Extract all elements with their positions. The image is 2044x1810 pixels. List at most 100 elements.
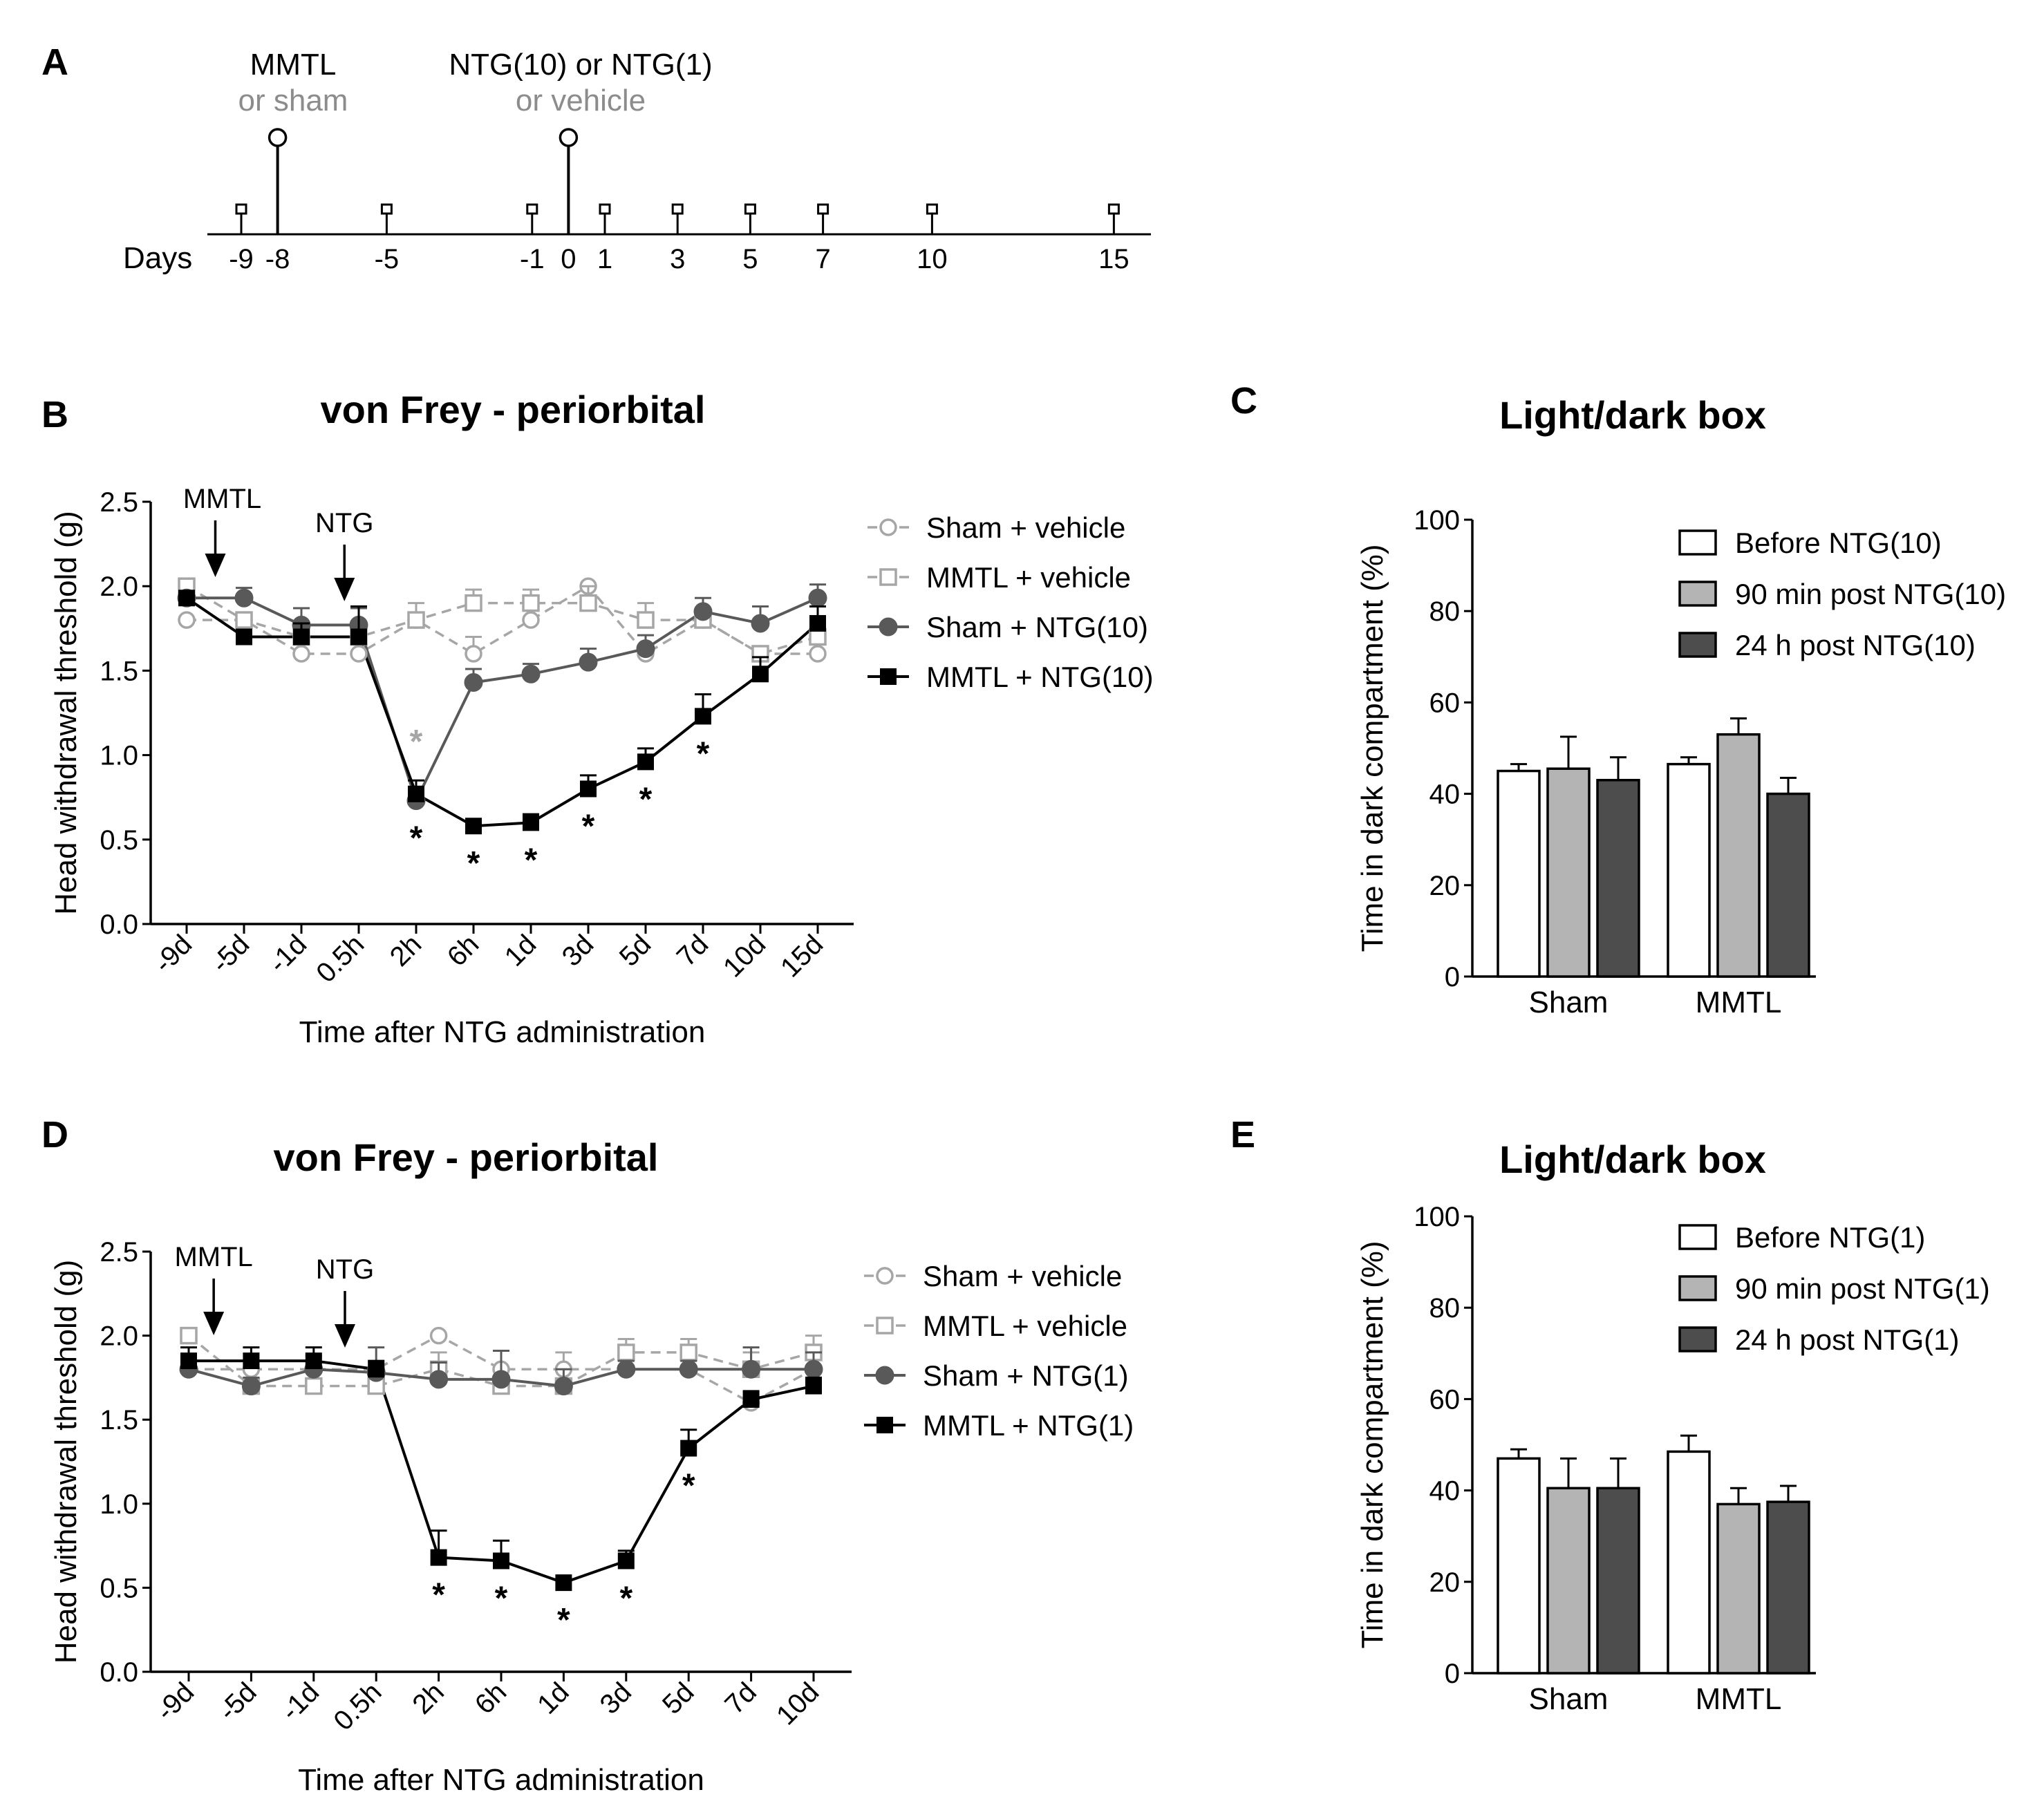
- point-sham-ntg: [742, 1359, 761, 1379]
- y-axis-label: Head withdrawal threshold (g): [49, 1260, 83, 1664]
- point-mmtl-vehicle: [235, 611, 253, 629]
- chart-d-von-frey-ntg1: von Frey - periorbital 0.0 0.5 1.0 1.5 2.0 2.5…: [49, 1135, 1134, 1797]
- series-line-mmtl-ntg: [185, 596, 819, 828]
- timeline-test-marker: [671, 203, 684, 215]
- point-mmtl-ntg: [580, 780, 597, 798]
- series-line-mmtl-vehicle: [186, 585, 818, 655]
- annotation-label: MMTL: [174, 1242, 252, 1272]
- y-tick-label: 0.5: [100, 825, 138, 856]
- panel-label-c: C: [1230, 380, 1257, 422]
- timeline-day-label: -1: [520, 244, 545, 274]
- legend-swatch: [1678, 1275, 1717, 1301]
- timeline-event1-line2: or sham: [238, 84, 348, 117]
- point-mmtl-ntg: [805, 1377, 822, 1395]
- x-tick-label: 7d: [719, 1677, 762, 1720]
- y-tick-label: 80: [1429, 596, 1461, 627]
- point-mmtl-ntg: [408, 785, 424, 802]
- panel-label-a: A: [41, 41, 68, 83]
- x-tick-label: -9d: [150, 1677, 200, 1726]
- x-tick-label: 6h: [469, 1677, 513, 1720]
- x-tick-label: -1d: [263, 929, 312, 979]
- x-axis-label: Time after NTG administration: [298, 1763, 704, 1797]
- chart-e-light-dark-ntg1: Light/dark box 0 20 40 60 80 100 Time in dark c…: [1356, 1138, 1990, 1716]
- significance-star: *: [557, 1602, 570, 1639]
- legend-label: 24 h post NTG(10): [1735, 629, 1976, 661]
- y-tick-label: 1.0: [100, 741, 138, 771]
- chart-title: von Frey - periorbital: [321, 388, 706, 431]
- point-sham-vehicle: [879, 518, 897, 536]
- legend-label: Before NTG(10): [1735, 527, 1942, 559]
- bar-bar-before: [1667, 1450, 1711, 1675]
- point-sham-vehicle: [876, 1267, 894, 1285]
- significance-star: *: [525, 842, 538, 878]
- y-tick-label: 1.0: [100, 1489, 138, 1520]
- annotation-label: MMTL: [183, 484, 261, 514]
- annotation-label: NTG: [315, 508, 373, 538]
- x-tick-label: 2h: [406, 1677, 450, 1720]
- panel-label-b: B: [41, 394, 68, 435]
- point-mmtl-ntg: [350, 628, 367, 645]
- panel-label-e: E: [1230, 1114, 1255, 1156]
- x-tick-label: 6h: [442, 929, 485, 972]
- timeline-test-marker: [380, 203, 393, 215]
- point-sham-vehicle: [522, 611, 540, 629]
- point-sham-ntg: [751, 614, 770, 633]
- y-tick-label: 0: [1445, 1659, 1460, 1689]
- point-sham-ntg: [491, 1370, 511, 1389]
- timeline-day-label: -8: [265, 244, 290, 274]
- panel-label-d: D: [41, 1114, 68, 1156]
- timeline-day-label: 1: [597, 244, 612, 274]
- x-tick-label: 3d: [556, 929, 600, 972]
- legend-swatch: [1678, 581, 1717, 607]
- significance-star: *: [495, 1580, 508, 1616]
- point-mmtl-ntg: [742, 1391, 760, 1408]
- annotation-arrow-head: [334, 578, 355, 601]
- bar-bar-24h: [1766, 792, 1810, 978]
- x-tick-label: 3d: [594, 1677, 638, 1720]
- timeline-event2-line1: NTG(10) or NTG(1): [449, 48, 712, 82]
- legend-label: Sham + vehicle: [923, 1260, 1122, 1292]
- annotation-arrow-head: [335, 1324, 355, 1348]
- point-sham-ntg: [808, 588, 827, 607]
- point-sham-vehicle: [465, 645, 482, 663]
- timeline-event-marker: [268, 128, 288, 147]
- y-tick-label: 0.0: [100, 1657, 138, 1688]
- point-sham-ntg: [554, 1377, 573, 1396]
- legend-swatch: [1678, 529, 1717, 556]
- point-sham-ntg: [464, 673, 483, 692]
- point-mmtl-vehicle: [465, 594, 482, 612]
- y-tick-label: 0.5: [100, 1573, 138, 1603]
- chart-c-light-dark-ntg10: Light/dark box 0 20 40 60 80 100 Time in dark c…: [1356, 393, 2006, 1019]
- bar-bar-90min: [1716, 733, 1761, 978]
- point-sham-vehicle: [292, 645, 310, 663]
- y-tick-label: 60: [1429, 1384, 1461, 1415]
- point-sham-ntg: [579, 652, 598, 672]
- legend-label: Sham + NTG(10): [926, 611, 1148, 643]
- y-tick-label: 1.5: [100, 656, 138, 686]
- y-tick-label: 2.5: [100, 1237, 138, 1267]
- legend-label: 24 h post NTG(1): [1735, 1323, 1959, 1356]
- point-mmtl-ntg: [809, 614, 826, 632]
- point-mmtl-ntg: [555, 1574, 572, 1592]
- point-sham-ntg: [617, 1359, 636, 1379]
- annotation-label: NTG: [316, 1254, 374, 1285]
- y-axis-label: Time in dark compartment (%): [1356, 544, 1389, 952]
- legend-swatch: [1678, 1326, 1717, 1352]
- point-sham-ntg: [429, 1370, 449, 1389]
- point-mmtl-vehicle: [579, 594, 597, 612]
- y-tick-label: 20: [1429, 871, 1461, 901]
- x-tick-label: 0.5h: [310, 929, 370, 988]
- legend-swatch: [1678, 1224, 1717, 1250]
- legend-label: Sham + vehicle: [926, 511, 1125, 544]
- significance-star: *: [697, 735, 710, 772]
- y-tick-label: 40: [1429, 780, 1461, 810]
- legend-label: MMTL + vehicle: [923, 1310, 1127, 1342]
- point-mmtl-ntg: [178, 590, 195, 607]
- panel-a: A MMTL or sham NTG(10) or NTG(1) or vehi…: [41, 41, 1151, 275]
- point-mmtl-vehicle: [407, 611, 425, 629]
- category-label: Sham: [1529, 1682, 1609, 1716]
- significance-star: *: [410, 820, 423, 857]
- point-sham-ntg: [875, 1366, 894, 1385]
- x-axis-label: Time after NTG administration: [299, 1015, 706, 1049]
- point-mmtl-ntg: [180, 1352, 197, 1370]
